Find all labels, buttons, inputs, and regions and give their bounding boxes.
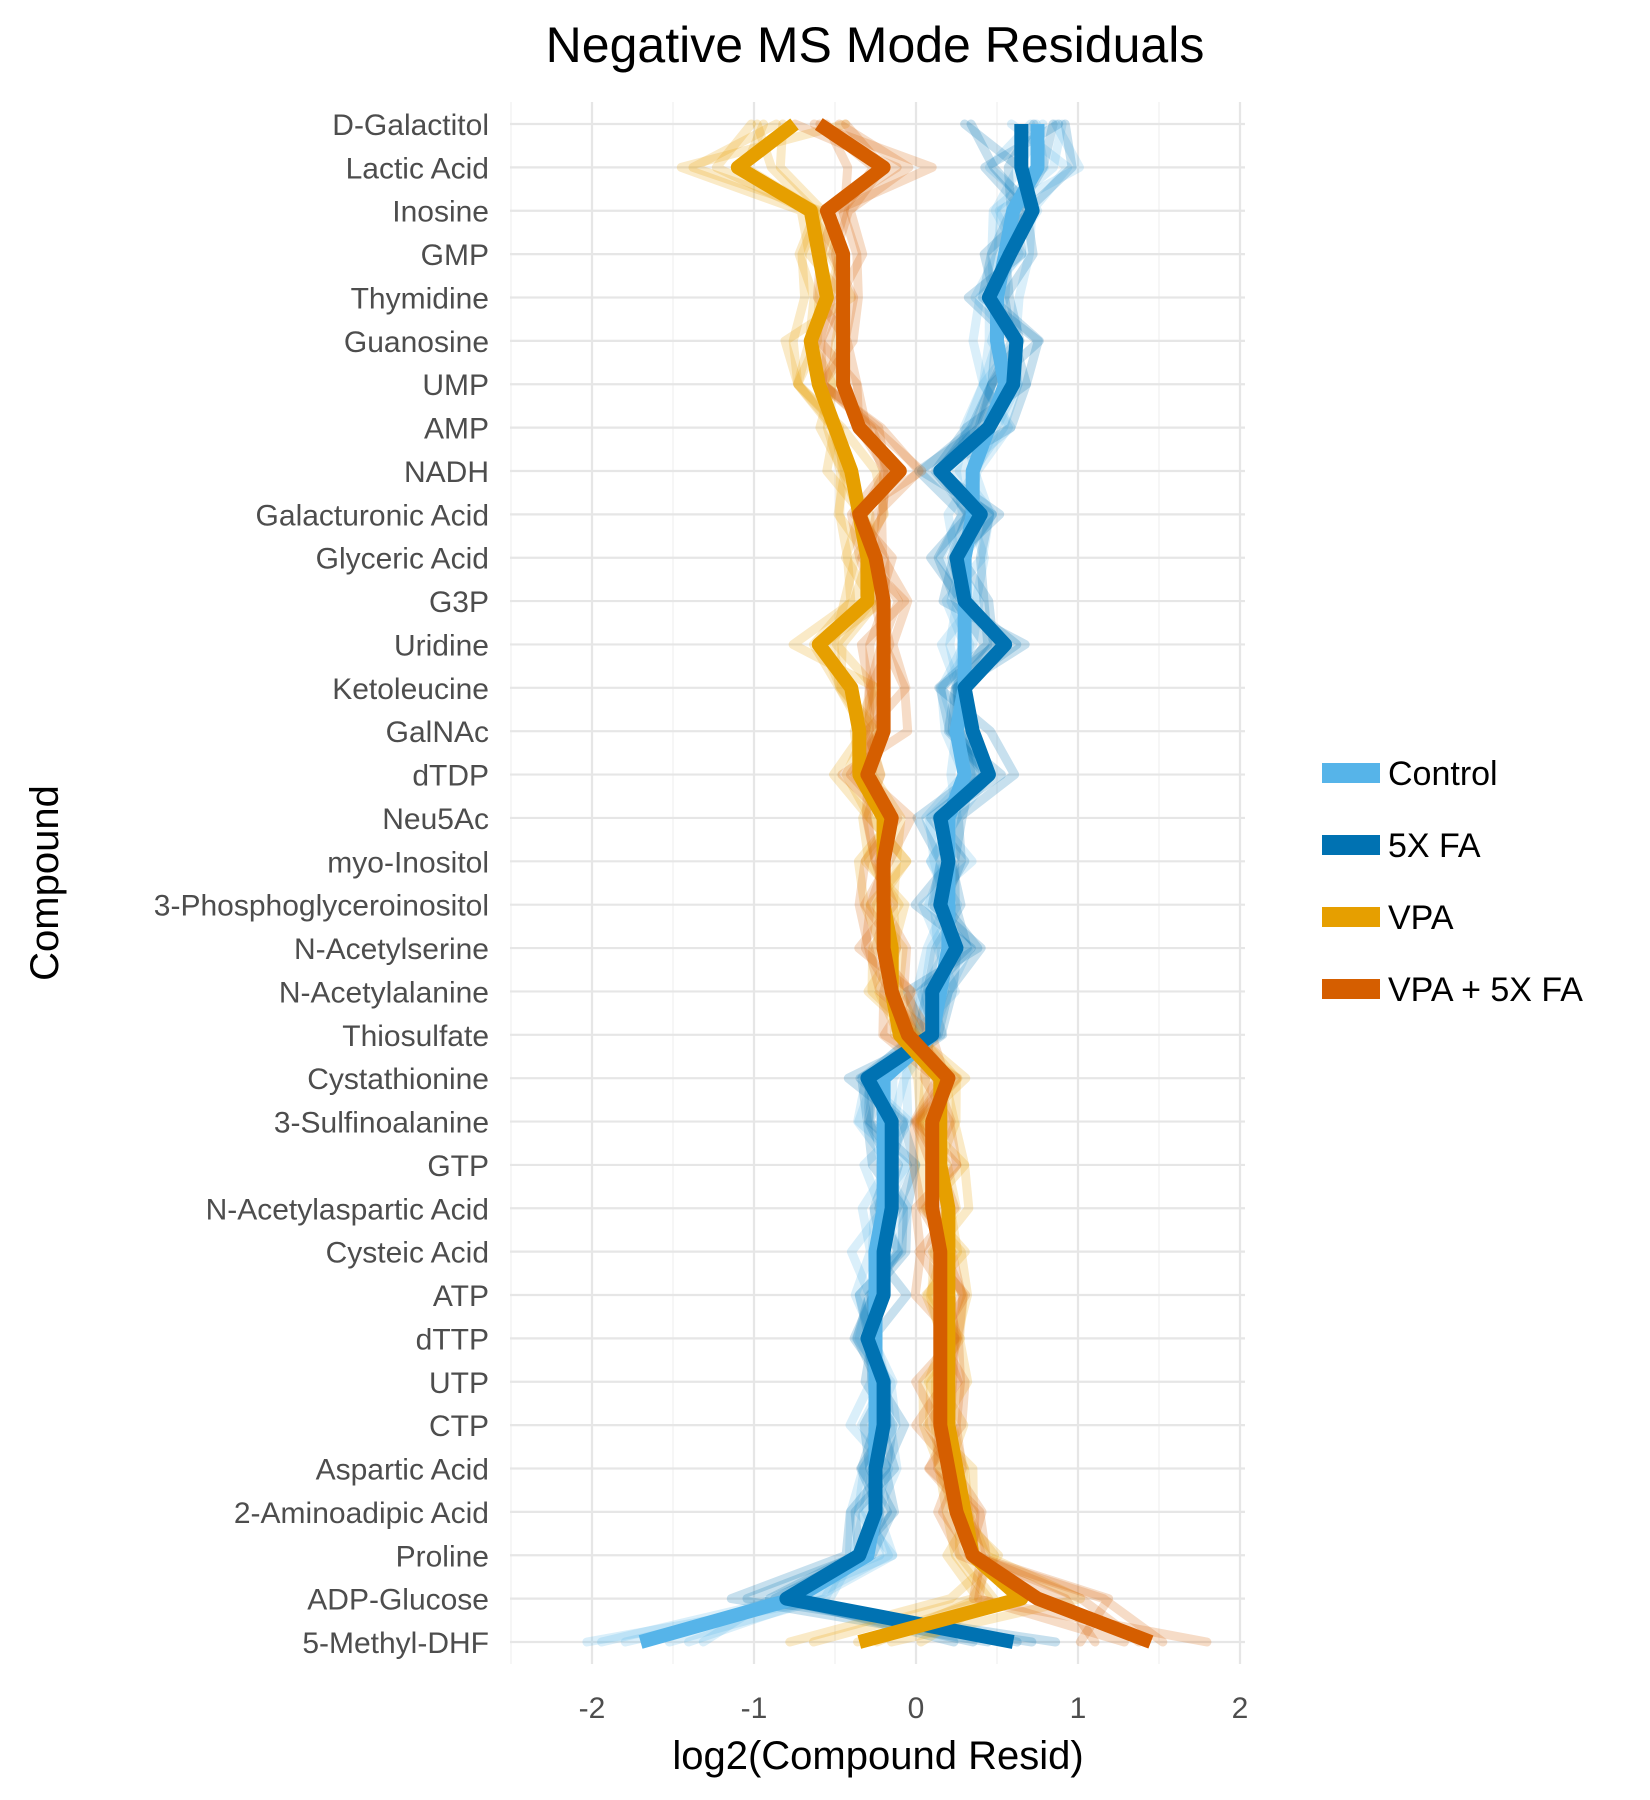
y-tick-label: Cystathionine [307,1063,489,1096]
y-tick-label: Aspartic Acid [316,1454,489,1487]
legend-swatch [1322,763,1380,783]
y-tick-label: 3-Sulfinoalanine [274,1107,489,1140]
y-tick-label: GTP [427,1150,489,1183]
y-tick-label: GalNAc [386,716,489,749]
legend-label: VPA [1388,899,1454,937]
y-tick-label: ATP [433,1280,489,1313]
chart-title: Negative MS Mode Residuals [546,17,1205,73]
legend: Control 5X FA VPA VPA + 5X FA [1322,755,1583,1009]
series-line-3 [814,118,1154,1649]
replicate-line [790,119,1212,1647]
x-tick-label: 1 [1070,1692,1087,1725]
y-axis-label: Compound [23,785,67,981]
y-tick-label: Thymidine [351,282,489,315]
y-tick-label: N-Acetylserine [294,933,489,966]
legend-label: Control [1388,755,1498,793]
y-tick-label: 5-Methyl-DHF [302,1627,489,1660]
y-tick-label: Galacturonic Acid [256,499,489,532]
y-tick-label: 2-Aminoadipic Acid [234,1497,489,1530]
legend-swatch [1322,835,1380,855]
y-tick-label: Neu5Ac [382,803,489,836]
x-tick-label: 0 [908,1692,925,1725]
x-tick-labels: -2 -1 0 1 2 [579,1692,1249,1725]
replicate-line [711,119,999,1647]
legend-label: VPA + 5X FA [1388,971,1583,1009]
y-tick-label: CTP [429,1410,489,1443]
y-tick-label: 3-Phosphoglyceroinositol [154,890,489,923]
y-tick-label: D-Galactitol [332,109,489,142]
y-tick-label: Cysteic Acid [326,1237,489,1270]
y-tick-label: Proline [396,1540,489,1573]
legend-swatch [1322,979,1380,999]
x-axis-label: log2(Compound Resid) [672,1734,1083,1778]
y-tick-label: AMP [424,413,489,446]
y-tick-label: Guanosine [344,326,489,359]
y-tick-label: Inosine [392,196,489,229]
y-tick-label: GMP [421,239,489,272]
y-tick-label: Lactic Acid [346,152,489,185]
y-tick-label: Uridine [394,629,489,662]
legend-label: 5X FA [1388,827,1481,865]
y-tick-label: NADH [404,456,489,489]
x-tick-label: -2 [579,1692,606,1725]
series-lines [638,118,1154,1649]
legend-swatch [1322,907,1380,927]
y-tick-label: Ketoleucine [332,673,489,706]
y-tick-label: N-Acetylalanine [279,976,489,1009]
y-tick-label: Glyceric Acid [316,543,489,576]
y-tick-label: dTDP [412,760,489,793]
series-line-1 [779,124,1040,1649]
y-tick-label: ADP-Glucose [307,1584,489,1617]
y-tick-label: Thiosulfate [342,1020,489,1053]
y-tick-label: UTP [429,1367,489,1400]
y-tick-label: N-Acetylaspartic Acid [206,1193,489,1226]
x-tick-label: 2 [1232,1692,1249,1725]
x-tick-label: -1 [741,1692,768,1725]
y-tick-label: G3P [429,586,489,619]
replicate-lines [582,119,1212,1647]
y-tick-labels: D-Galactitol Lactic Acid Inosine GMP Thymidi… [154,109,489,1660]
y-tick-label: myo-Inositol [327,846,489,879]
y-tick-label: dTTP [416,1323,489,1356]
y-tick-label: UMP [422,369,489,402]
